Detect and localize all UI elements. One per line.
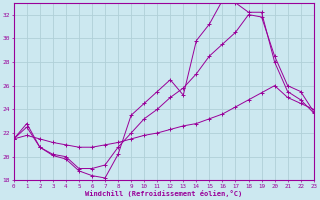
X-axis label: Windchill (Refroidissement éolien,°C): Windchill (Refroidissement éolien,°C) xyxy=(85,190,242,197)
